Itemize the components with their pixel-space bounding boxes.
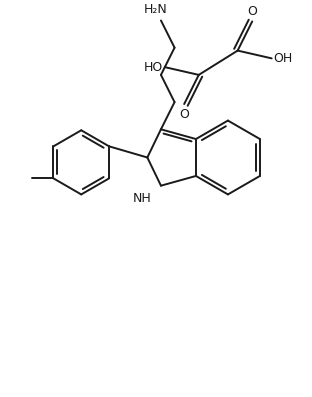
Text: NH: NH xyxy=(133,191,151,204)
Text: O: O xyxy=(247,4,257,17)
Text: H₂N: H₂N xyxy=(144,3,168,15)
Text: OH: OH xyxy=(274,52,293,65)
Text: HO: HO xyxy=(144,61,163,73)
Text: O: O xyxy=(179,108,189,121)
